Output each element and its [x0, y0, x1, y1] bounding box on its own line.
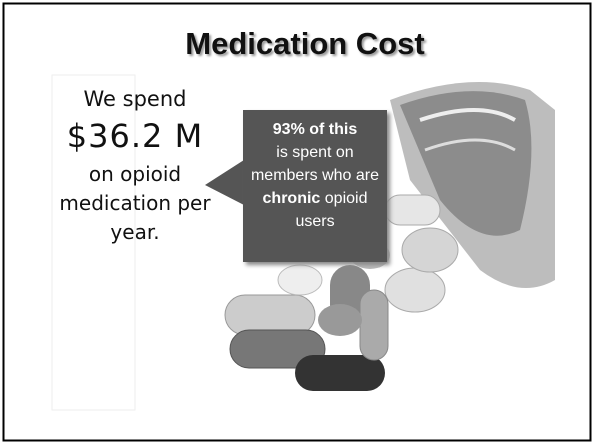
- slide: Medication Cost We spend $36.2 M on opio…: [0, 0, 594, 445]
- intro-text: We spend: [52, 86, 218, 112]
- callout-body: is spent on members who are: [251, 144, 379, 184]
- left-text: We spend $36.2 M on opioid medication pe…: [52, 86, 218, 247]
- callout-lead: 93% of this: [273, 121, 357, 138]
- rest-text: on opioid medication per year.: [52, 160, 218, 247]
- amount-text: $36.2 M: [52, 112, 218, 160]
- callout-text: 93% of this is spent on members who are …: [249, 118, 381, 233]
- slide-title: Medication Cost: [0, 26, 594, 62]
- callout-emphasis: chronic: [263, 190, 321, 207]
